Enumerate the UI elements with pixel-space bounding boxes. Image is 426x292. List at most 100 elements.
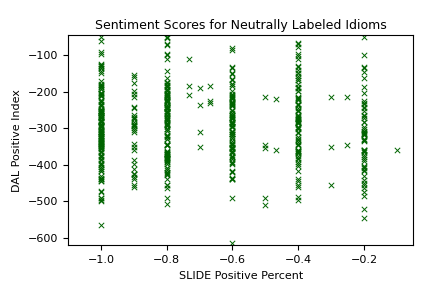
Point xyxy=(130,122,137,127)
Point xyxy=(130,175,137,180)
Point xyxy=(229,94,236,99)
Point xyxy=(360,132,367,137)
Point xyxy=(98,68,104,73)
Point xyxy=(229,125,236,129)
Point xyxy=(229,94,236,99)
Point xyxy=(163,133,170,138)
Point xyxy=(98,157,104,162)
Point xyxy=(98,119,104,124)
Point xyxy=(98,140,104,145)
Point xyxy=(163,173,170,177)
Point xyxy=(163,137,170,142)
Point xyxy=(229,149,236,154)
Point xyxy=(229,100,236,105)
Point xyxy=(185,93,192,98)
Point xyxy=(207,98,214,103)
Point xyxy=(130,129,137,134)
Point xyxy=(98,103,104,108)
Point xyxy=(130,123,137,128)
Point xyxy=(163,157,170,162)
Point xyxy=(163,82,170,87)
Point xyxy=(163,134,170,139)
Point xyxy=(163,114,170,118)
Point xyxy=(98,99,104,103)
Point xyxy=(163,105,170,110)
Point xyxy=(295,71,302,76)
Point xyxy=(163,106,170,110)
Point xyxy=(163,158,170,163)
Point xyxy=(163,51,170,56)
Point xyxy=(163,166,170,170)
Point xyxy=(163,177,170,182)
Point xyxy=(163,88,170,92)
Point xyxy=(163,152,170,157)
Point xyxy=(98,147,104,152)
Point xyxy=(295,114,302,119)
Point xyxy=(98,98,104,102)
Point xyxy=(98,86,104,91)
Point xyxy=(163,124,170,128)
Point xyxy=(130,105,137,109)
Point xyxy=(163,102,170,107)
Point xyxy=(163,142,170,147)
Point xyxy=(163,104,170,109)
Point xyxy=(130,148,137,152)
Point xyxy=(229,176,236,181)
Point xyxy=(163,81,170,85)
Point xyxy=(130,142,137,147)
Point xyxy=(229,124,236,128)
Point xyxy=(98,92,104,97)
Point xyxy=(98,124,104,128)
Point xyxy=(163,89,170,93)
Point xyxy=(229,116,236,120)
Point xyxy=(163,106,170,111)
Point xyxy=(229,168,236,173)
Point xyxy=(295,117,302,121)
Point xyxy=(229,150,236,155)
Point xyxy=(295,52,302,57)
Point xyxy=(98,110,104,115)
Point xyxy=(229,72,236,76)
Point xyxy=(98,51,104,56)
Point xyxy=(163,152,170,156)
Point xyxy=(295,95,302,100)
Point xyxy=(229,115,236,120)
Point xyxy=(295,77,302,82)
Point xyxy=(163,109,170,114)
Point xyxy=(98,137,104,142)
Point xyxy=(295,56,302,61)
Point xyxy=(98,177,104,181)
Y-axis label: DAL Positive Index: DAL Positive Index xyxy=(12,89,23,192)
Point xyxy=(295,198,302,203)
Point xyxy=(360,126,367,131)
Point xyxy=(229,48,236,52)
Point xyxy=(295,40,302,45)
Point xyxy=(98,190,104,195)
Point xyxy=(98,110,104,114)
Point xyxy=(295,106,302,110)
Point xyxy=(295,108,302,113)
Point xyxy=(360,181,367,185)
Point xyxy=(98,135,104,140)
Point xyxy=(98,38,104,43)
Point xyxy=(98,142,104,146)
Point xyxy=(295,112,302,117)
Point xyxy=(360,174,367,178)
Point xyxy=(98,110,104,114)
Point xyxy=(98,166,104,171)
Point xyxy=(98,107,104,112)
Point xyxy=(98,197,104,202)
Point xyxy=(360,155,367,159)
Point xyxy=(229,104,236,109)
Point xyxy=(196,130,203,134)
Point xyxy=(130,91,137,96)
Point xyxy=(98,113,104,118)
Point xyxy=(98,102,104,107)
Point xyxy=(360,182,367,187)
Point xyxy=(344,142,351,147)
Point xyxy=(295,151,302,156)
Point xyxy=(98,91,104,95)
Point xyxy=(98,115,104,119)
Point xyxy=(295,116,302,121)
Point xyxy=(163,150,170,155)
